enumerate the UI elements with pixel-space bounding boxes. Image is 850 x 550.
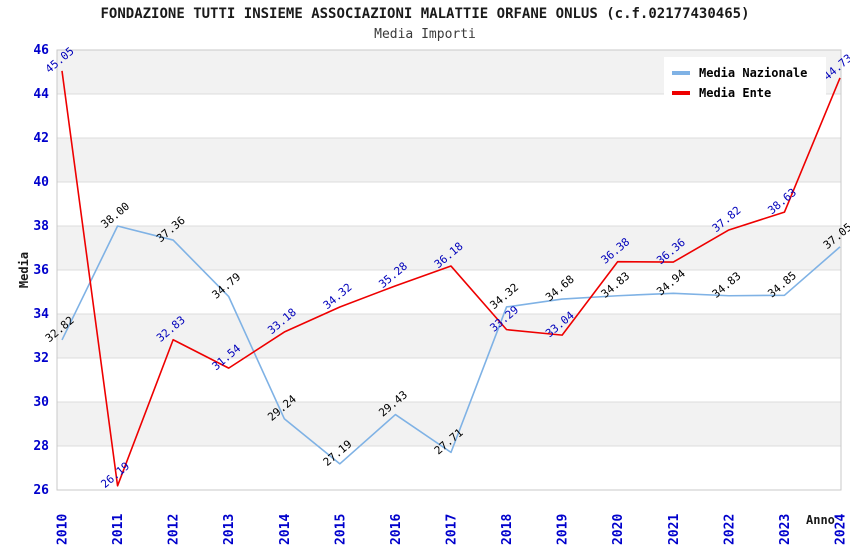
legend-label: Media Nazionale: [699, 66, 808, 80]
x-tick-text: 2011: [111, 514, 126, 545]
plot-band: [57, 226, 841, 270]
x-tick-text: 2010: [56, 514, 71, 545]
y-tick-label: 42: [33, 131, 49, 146]
x-tick-text: 2018: [500, 514, 515, 545]
x-tick-text: 2013: [222, 514, 237, 545]
x-tick-label: 2023: [778, 514, 793, 545]
legend: Media Nazionale Media Ente: [664, 57, 826, 109]
y-tick-label: 44: [33, 87, 49, 102]
x-tick-text: 2012: [167, 514, 182, 545]
y-tick-label: 46: [33, 43, 49, 58]
legend-item-media-ente: Media Ente: [672, 83, 818, 103]
x-tick-label: 2020: [611, 514, 626, 545]
x-tick-text: 2016: [389, 514, 404, 545]
x-tick-label: 2010: [56, 514, 71, 545]
x-tick-label: 2014: [278, 514, 293, 545]
y-tick-label: 26: [33, 483, 49, 498]
x-axis-title: Anno: [806, 513, 835, 527]
x-tick-label: 2022: [722, 514, 737, 545]
plot-band: [57, 314, 841, 358]
plot-band: [57, 402, 841, 446]
y-tick-label: 38: [33, 219, 49, 234]
y-tick-label: 40: [33, 175, 49, 190]
legend-item-media-nazionale: Media Nazionale: [672, 63, 818, 83]
plot-band: [57, 182, 841, 226]
chart-title: FONDAZIONE TUTTI INSIEME ASSOCIAZIONI MA…: [100, 6, 750, 22]
y-tick-label: 34: [33, 307, 49, 322]
x-tick-label: 2021: [667, 514, 682, 545]
y-tick-label: 28: [33, 439, 49, 454]
x-tick-label: 2024: [834, 514, 849, 545]
chart-subtitle: Media Importi: [374, 27, 476, 42]
x-tick-text: 2014: [278, 514, 293, 545]
x-tick-label: 2012: [167, 514, 182, 545]
plot-band: [57, 358, 841, 402]
x-tick-text: 2024: [834, 514, 849, 545]
media-ente-line-swatch-icon: [672, 91, 690, 95]
x-tick-label: 2011: [111, 514, 126, 545]
x-tick-text: 2020: [611, 514, 626, 545]
legend-label: Media Ente: [699, 86, 772, 100]
x-tick-label: 2019: [556, 514, 571, 545]
plot-band: [57, 270, 841, 314]
x-tick-label: 2013: [222, 514, 237, 545]
x-tick-label: 2015: [333, 514, 348, 545]
plot-band: [57, 138, 841, 182]
y-tick-label: 36: [33, 263, 49, 278]
x-tick-text: 2022: [722, 514, 737, 545]
media-ente-line: [61, 70, 841, 487]
x-tick-text: 2015: [333, 514, 348, 545]
x-tick-text: 2019: [556, 514, 571, 545]
y-tick-label: 32: [33, 351, 49, 366]
x-tick-text: 2021: [667, 514, 682, 545]
y-tick-label: 30: [33, 395, 49, 410]
plot-border: [56, 49, 842, 491]
media-nazionale-line-swatch-icon: [672, 71, 690, 75]
media-nazionale-line: [61, 225, 841, 465]
y-axis-title: Media: [17, 251, 31, 289]
x-tick-label: 2017: [445, 514, 460, 545]
x-tick-label: 2016: [389, 514, 404, 545]
x-tick-text: 2023: [778, 514, 793, 545]
plot-band: [57, 446, 841, 490]
x-tick-label: 2018: [500, 514, 515, 545]
x-tick-text: 2017: [445, 514, 460, 545]
